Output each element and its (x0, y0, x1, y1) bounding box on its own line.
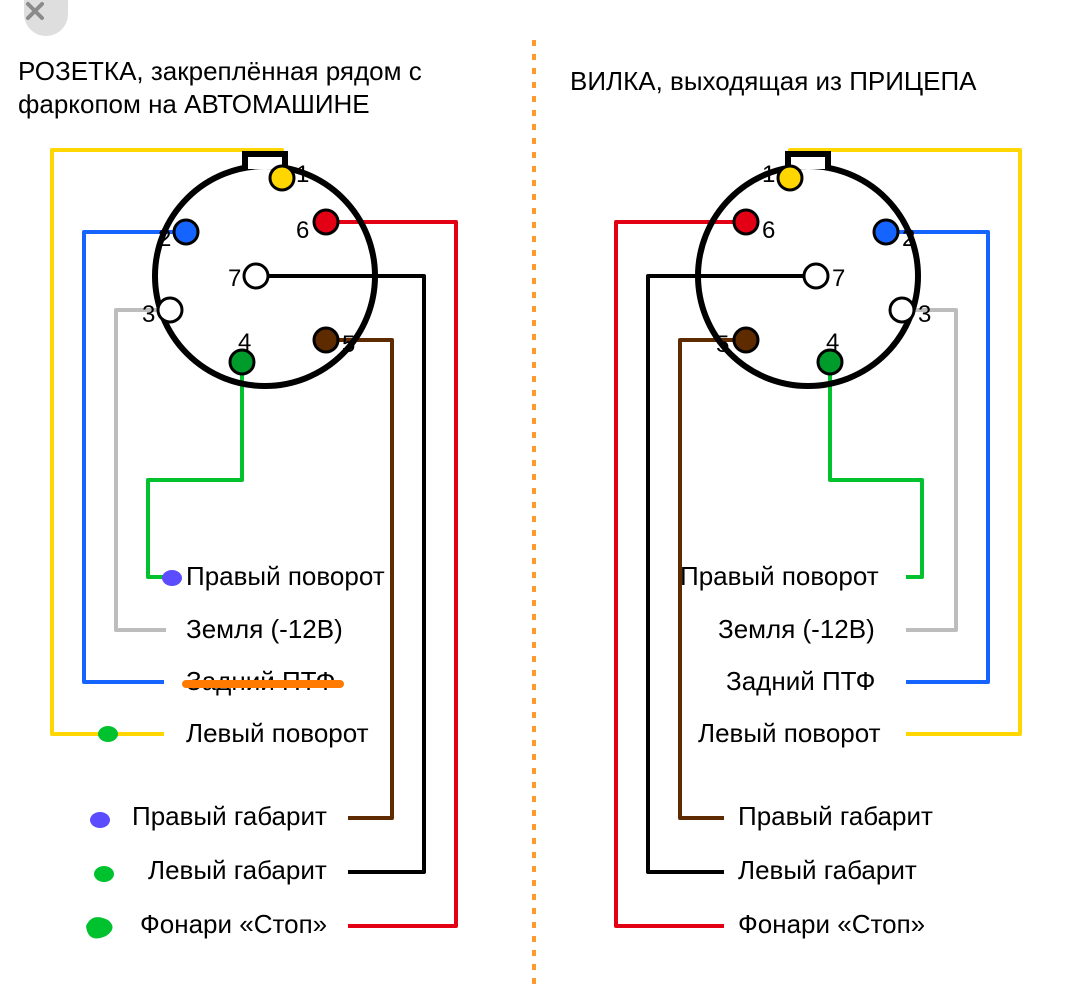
right-pin-3 (890, 298, 914, 322)
right-pin-num-7: 7 (832, 265, 845, 292)
right-pin-2 (874, 220, 898, 244)
right-pin-num-6: 6 (762, 217, 775, 244)
left-pin-7 (244, 264, 268, 288)
left-pin-num-7: 7 (228, 265, 241, 292)
right-pin-num-5: 5 (716, 331, 729, 358)
right-pin-num-3: 3 (918, 301, 931, 328)
left-wire-4 (148, 362, 242, 577)
left-wire-3 (116, 310, 170, 630)
annotation-dot-3 (94, 866, 114, 882)
right-label-7: Левый габарит (738, 855, 917, 885)
left-label-3: Земля (-12В) (186, 614, 343, 644)
right-wire-3 (902, 310, 956, 630)
left-pin-num-1: 1 (296, 161, 309, 188)
left-pin-num-3: 3 (142, 301, 155, 328)
left-pin-5 (314, 328, 338, 352)
right-pin-num-1: 1 (762, 161, 775, 188)
right-pin-5 (734, 328, 758, 352)
right-pin-num-2: 2 (902, 225, 915, 252)
left-label-1: Левый поворот (186, 718, 369, 748)
annotation-dot-2 (90, 812, 110, 828)
left-pin-1 (270, 166, 294, 190)
right-label-1: Левый поворот (698, 718, 881, 748)
left-label-7: Левый габарит (148, 855, 327, 885)
left-pin-num-6: 6 (296, 217, 309, 244)
right-label-6: Фонари «Стоп» (738, 909, 925, 939)
right-label-3: Земля (-12В) (718, 614, 875, 644)
right-label-4: Правый поворот (680, 561, 879, 591)
right-label-2: Задний ПТФ (726, 666, 875, 696)
left-pin-num-2: 2 (158, 225, 171, 252)
annotation-dot-0 (162, 570, 182, 586)
left-pin-6 (314, 210, 338, 234)
left-pin-num-5: 5 (342, 331, 355, 358)
left-pin-3 (158, 298, 182, 322)
left-label-5: Правый габарит (132, 801, 327, 831)
right-pin-num-4: 4 (826, 329, 839, 356)
wiring-svg: Правый поворот Земля (-12В) Задний ПТФ Левы… (0, 0, 1066, 1003)
diagram-stage: РОЗЕТКА, закреплённая рядом с фаркопом н… (0, 0, 1066, 1003)
right-pin-1 (778, 166, 802, 190)
left-label-4: Правый поворот (186, 561, 385, 591)
right-wire-4 (830, 362, 922, 577)
left-label-6: Фонари «Стоп» (140, 909, 327, 939)
annotation-blob-4 (86, 917, 113, 938)
left-pin-num-4: 4 (238, 329, 251, 356)
right-label-5: Правый габарит (738, 801, 933, 831)
right-pin-6 (734, 210, 758, 234)
left-pin-2 (174, 220, 198, 244)
annotation-dot-1 (98, 726, 118, 742)
right-pin-7 (804, 264, 828, 288)
